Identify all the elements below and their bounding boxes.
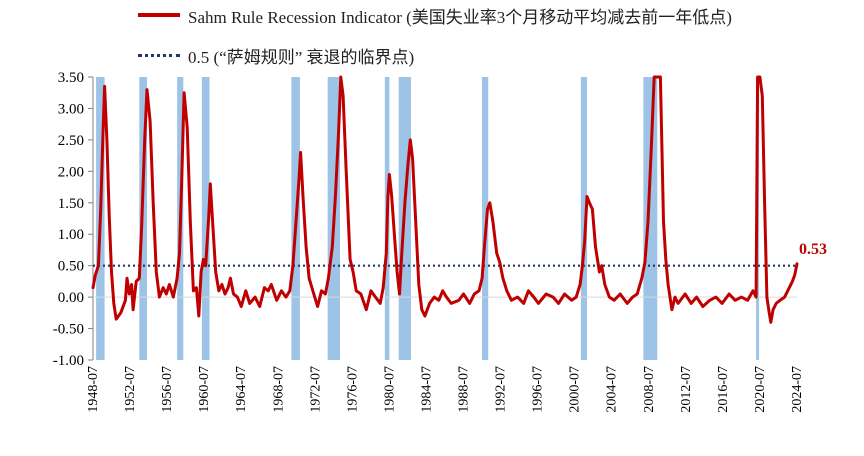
x-tick-label: 2024-07 [790, 366, 805, 413]
y-tick-label: 2.50 [58, 133, 84, 149]
labels-group: 0.53 [799, 241, 827, 258]
x-tick-label: 1988-07 [457, 366, 472, 413]
end-value-label: 0.53 [799, 241, 827, 258]
x-tick-label: 2004-07 [605, 366, 620, 413]
y-tick-label: 0.00 [58, 290, 84, 306]
x-tick-label: 1976-07 [345, 366, 360, 413]
x-tick-label: 2012-07 [679, 366, 694, 413]
x-tick-label: 1952-07 [123, 366, 138, 413]
x-tick-label: 1996-07 [531, 366, 546, 413]
x-tick-label: 1980-07 [382, 366, 397, 413]
y-tick-label: 1.00 [58, 227, 84, 243]
recession-band [643, 77, 658, 360]
x-tick-label: 1964-07 [234, 366, 249, 413]
x-tick-label: 1960-07 [197, 366, 212, 413]
y-tick-label: 3.50 [58, 70, 84, 86]
x-tick-label: 1968-07 [271, 366, 286, 413]
legend-dotted-swatch [138, 53, 180, 57]
y-tick-label: 3.00 [58, 101, 84, 117]
x-tick-label: 2016-07 [716, 366, 731, 413]
x-tick-label: 1956-07 [160, 366, 175, 413]
series-line [91, 75, 799, 324]
legend-series-label: Sahm Rule Recession Indicator (美国失业率3个月移… [188, 7, 732, 27]
x-tick-label: 1972-07 [308, 366, 323, 413]
y-tick-label: -1.00 [53, 353, 84, 369]
x-tick-label: 1992-07 [494, 366, 509, 413]
x-tick-label: 2000-07 [568, 366, 583, 413]
recession-bands [96, 77, 760, 360]
y-tick-label: 0.50 [58, 259, 84, 275]
x-tick-label: 2020-07 [753, 366, 768, 413]
legend-line-swatch [138, 13, 180, 17]
x-tick-label: 2008-07 [642, 366, 657, 413]
legend-threshold-label: 0.5 (“萨姆规则” 衰退的临界点) [188, 47, 415, 67]
legend-series: Sahm Rule Recession Indicator (美国失业率3个月移… [138, 4, 732, 27]
axes: -1.00 -0.50 0.00 0.50 1.00 1.50 2.00 2.50 3.00 3.… [53, 70, 805, 413]
x-tick-label: 1984-07 [419, 366, 434, 413]
legend-threshold: 0.5 (“萨姆规则” 衰退的临界点) [138, 44, 415, 67]
y-tick-label: -0.50 [53, 322, 84, 338]
y-tick-label: 1.50 [58, 196, 84, 212]
recession-band [201, 77, 210, 360]
series-group [91, 75, 799, 324]
x-tick-label: 1948-07 [86, 366, 101, 413]
y-tick-label: 2.00 [58, 164, 84, 180]
recession-band [482, 77, 489, 360]
recession-band [580, 77, 588, 360]
